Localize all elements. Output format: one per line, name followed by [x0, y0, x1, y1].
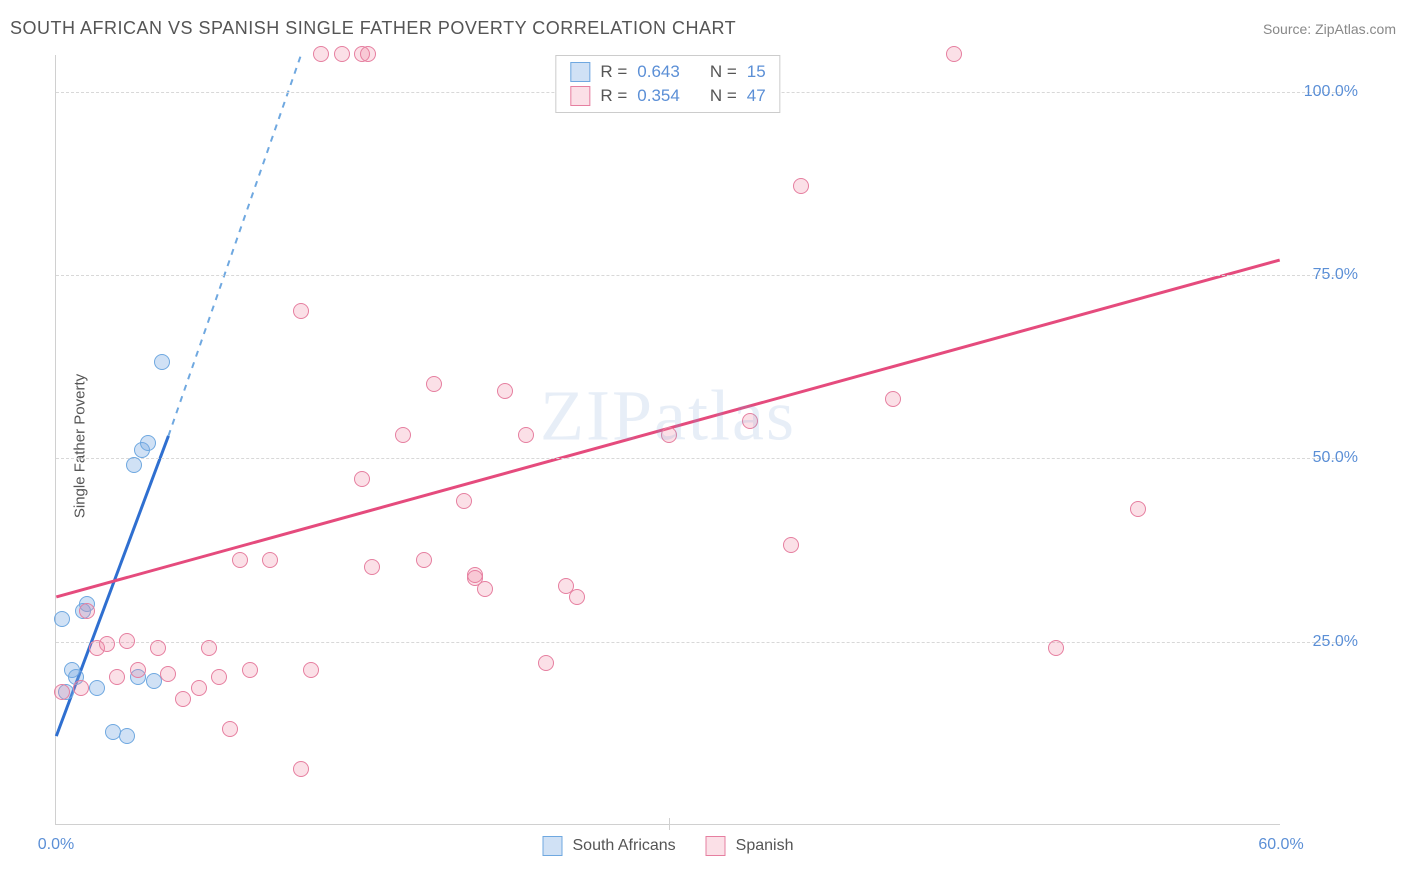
data-point [661, 427, 677, 443]
data-point [222, 721, 238, 737]
data-point [89, 680, 105, 696]
legend-n-label: N = [710, 62, 737, 82]
data-point [109, 669, 125, 685]
data-point [1048, 640, 1064, 656]
data-point [73, 680, 89, 696]
data-point [140, 435, 156, 451]
data-point [126, 457, 142, 473]
legend-swatch [570, 86, 590, 106]
grid-line [56, 458, 1340, 459]
y-tick-label: 50.0% [1288, 449, 1358, 467]
data-point [1130, 501, 1146, 517]
source-label: Source: ZipAtlas.com [1263, 21, 1396, 37]
legend-item: South Africans [543, 836, 676, 856]
y-tick-label: 75.0% [1288, 266, 1358, 284]
legend-r-label: R = [600, 86, 627, 106]
legend-item: Spanish [706, 836, 794, 856]
legend-swatch [706, 836, 726, 856]
legend-row: R = 0.643 N = 15 [570, 60, 765, 84]
data-point [160, 666, 176, 682]
watermark: ZIPatlas [540, 375, 796, 458]
data-point [191, 680, 207, 696]
grid-line [56, 275, 1340, 276]
data-point [946, 46, 962, 62]
data-point [558, 578, 574, 594]
x-tick-label: 0.0% [38, 836, 74, 854]
legend-series-label: South Africans [573, 837, 676, 855]
data-point [232, 552, 248, 568]
data-point [538, 655, 554, 671]
legend-swatch [543, 836, 563, 856]
data-point [99, 636, 115, 652]
correlation-legend: R = 0.643 N = 15 R = 0.354 N = 47 [555, 55, 780, 113]
data-point [130, 662, 146, 678]
legend-row: R = 0.354 N = 47 [570, 84, 765, 108]
data-point [477, 581, 493, 597]
data-point [793, 178, 809, 194]
data-point [456, 493, 472, 509]
legend-n-value: 15 [747, 62, 766, 82]
data-point [416, 552, 432, 568]
data-point [54, 611, 70, 627]
data-point [150, 640, 166, 656]
data-point [211, 669, 227, 685]
data-point [242, 662, 258, 678]
data-point [783, 537, 799, 553]
data-point [119, 728, 135, 744]
legend-swatch [570, 62, 590, 82]
legend-r-value: 0.354 [637, 86, 680, 106]
data-point [395, 427, 411, 443]
data-point [119, 633, 135, 649]
data-point [885, 391, 901, 407]
watermark-text: ZIPatlas [540, 376, 796, 456]
chart-title: SOUTH AFRICAN VS SPANISH SINGLE FATHER P… [10, 18, 736, 39]
data-point [79, 603, 95, 619]
data-point [364, 559, 380, 575]
legend-n-value: 47 [747, 86, 766, 106]
header: SOUTH AFRICAN VS SPANISH SINGLE FATHER P… [10, 18, 1396, 39]
data-point [293, 303, 309, 319]
data-point [360, 46, 376, 62]
grid-line [56, 642, 1340, 643]
x-tick-mark [669, 818, 670, 830]
data-point [518, 427, 534, 443]
y-tick-label: 25.0% [1288, 633, 1358, 651]
data-point [742, 413, 758, 429]
data-point [175, 691, 191, 707]
data-point [354, 471, 370, 487]
data-point [262, 552, 278, 568]
legend-series-label: Spanish [736, 837, 794, 855]
chart-plot-area: ZIPatlas R = 0.643 N = 15 R = 0.354 N = … [55, 55, 1280, 825]
data-point [426, 376, 442, 392]
data-point [54, 684, 70, 700]
legend-r-label: R = [600, 62, 627, 82]
y-tick-label: 100.0% [1288, 83, 1358, 101]
data-point [334, 46, 350, 62]
legend-r-value: 0.643 [637, 62, 680, 82]
data-point [154, 354, 170, 370]
series-legend: South Africans Spanish [543, 836, 794, 856]
data-point [201, 640, 217, 656]
data-point [293, 761, 309, 777]
trend-line-extension [168, 55, 301, 436]
legend-n-label: N = [710, 86, 737, 106]
data-point [303, 662, 319, 678]
x-tick-label: 60.0% [1258, 836, 1303, 854]
data-point [313, 46, 329, 62]
data-point [497, 383, 513, 399]
